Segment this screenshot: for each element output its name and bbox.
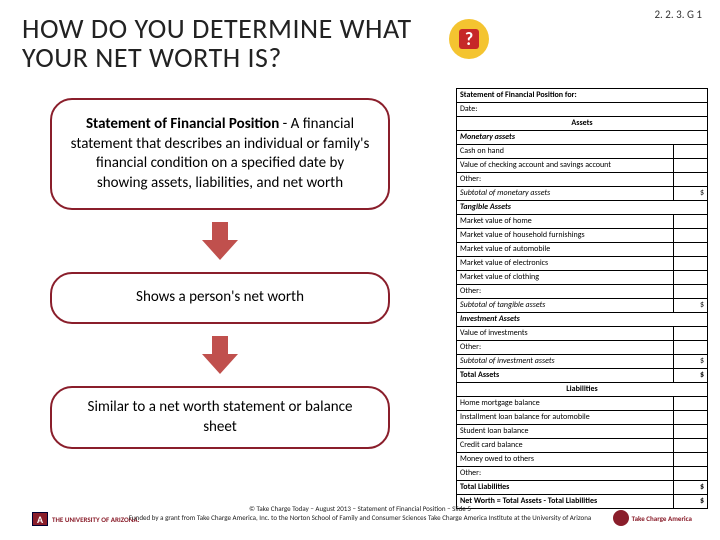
tca-name: Take Charge America xyxy=(632,514,692,523)
title-line2: YOUR NET WORTH IS? xyxy=(22,40,282,75)
take-charge-logo: Take Charge America xyxy=(613,510,692,526)
question-mark-icon: ? xyxy=(448,18,490,60)
concept-flow: Statement of Financial Position - A fina… xyxy=(50,98,390,449)
concept-box-2: Similar to a net worth statement or bala… xyxy=(50,386,390,449)
page-code: 2. 2. 3. G 1 xyxy=(654,8,702,21)
concept-box-0: Statement of Financial Position - A fina… xyxy=(50,98,390,210)
tca-disc-icon xyxy=(613,510,629,526)
svg-text:?: ? xyxy=(465,28,473,50)
down-arrow-icon xyxy=(200,334,240,376)
concept-box-1: Shows a person's net worth xyxy=(50,272,390,324)
financial-position-form: Statement of Financial Position for:Date… xyxy=(456,88,708,509)
down-arrow-icon xyxy=(200,220,240,262)
slide-title: HOW DO YOU DETERMINE WHAT YOUR NET WORTH… xyxy=(22,14,412,73)
